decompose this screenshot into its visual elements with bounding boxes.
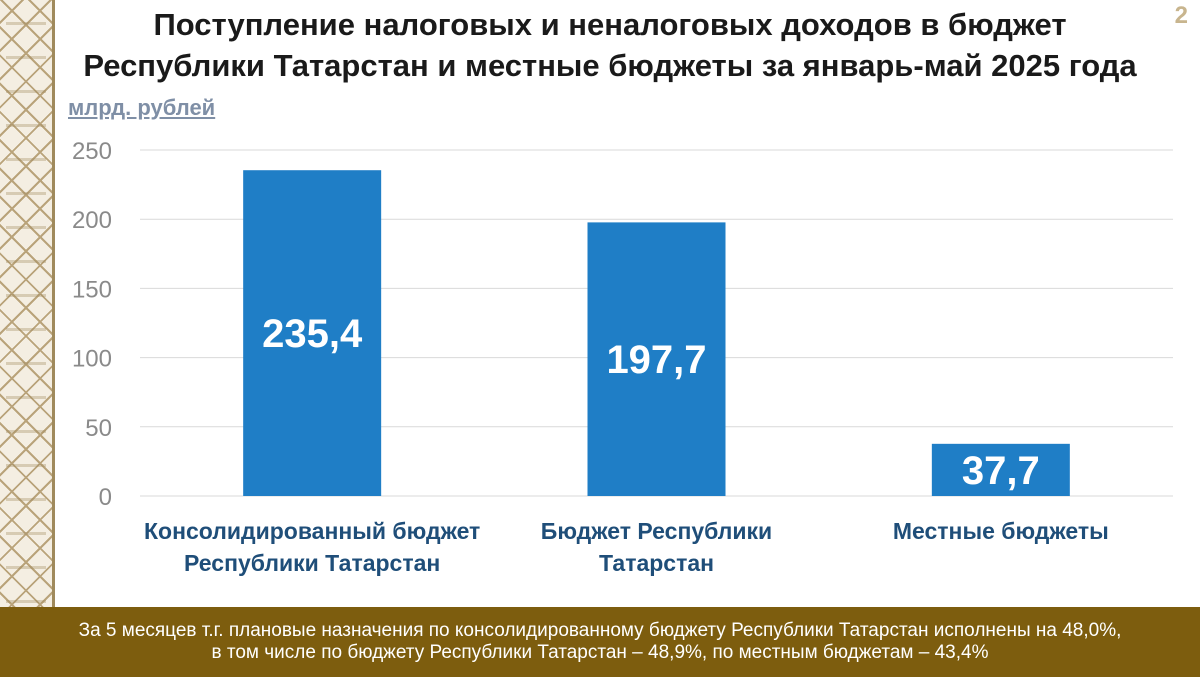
slide-title: Поступление налоговых и неналоговых дохо… bbox=[60, 4, 1160, 86]
footer-line-1: За 5 месяцев т.г. плановые назначения по… bbox=[78, 620, 1122, 641]
x-category-label: Местные бюджеты bbox=[893, 518, 1109, 544]
x-category-label: Республики Татарстан bbox=[184, 550, 440, 576]
y-tick-label: 50 bbox=[85, 415, 112, 442]
y-tick-label: 0 bbox=[99, 484, 112, 511]
slide-title-line-1: Поступление налоговых и неналоговых дохо… bbox=[153, 7, 1067, 42]
unit-label: млрд. рублей bbox=[68, 95, 216, 120]
footer-line-2: в том числе по бюджету Республики Татарс… bbox=[211, 642, 989, 663]
slide-title-line-2: Республики Татарстан и местные бюджеты з… bbox=[83, 48, 1137, 83]
y-tick-label: 200 bbox=[72, 207, 112, 234]
bar bbox=[587, 222, 726, 496]
bar-chart: 0 50 100 150 200 250 235,4 Консолидированный бю… bbox=[72, 138, 1173, 576]
bar bbox=[931, 443, 1070, 496]
y-tick-label: 250 bbox=[72, 138, 112, 165]
slide-number: 2 bbox=[1174, 2, 1188, 29]
decorative-ornament-border bbox=[0, 0, 55, 607]
x-category-label: Консолидированный бюджет bbox=[144, 518, 480, 544]
x-category-label: Татарстан bbox=[599, 550, 714, 576]
x-category-label: Бюджет Республики bbox=[541, 518, 772, 544]
bar-value-label: 197,7 bbox=[606, 338, 706, 382]
footer-note: За 5 месяцев т.г. плановые назначения по… bbox=[0, 607, 1200, 677]
bar bbox=[243, 170, 382, 496]
bar-value-label: 37,7 bbox=[962, 449, 1040, 493]
bar-value-label: 235,4 bbox=[262, 312, 363, 356]
y-tick-label: 150 bbox=[72, 276, 112, 303]
y-tick-label: 100 bbox=[72, 346, 112, 373]
